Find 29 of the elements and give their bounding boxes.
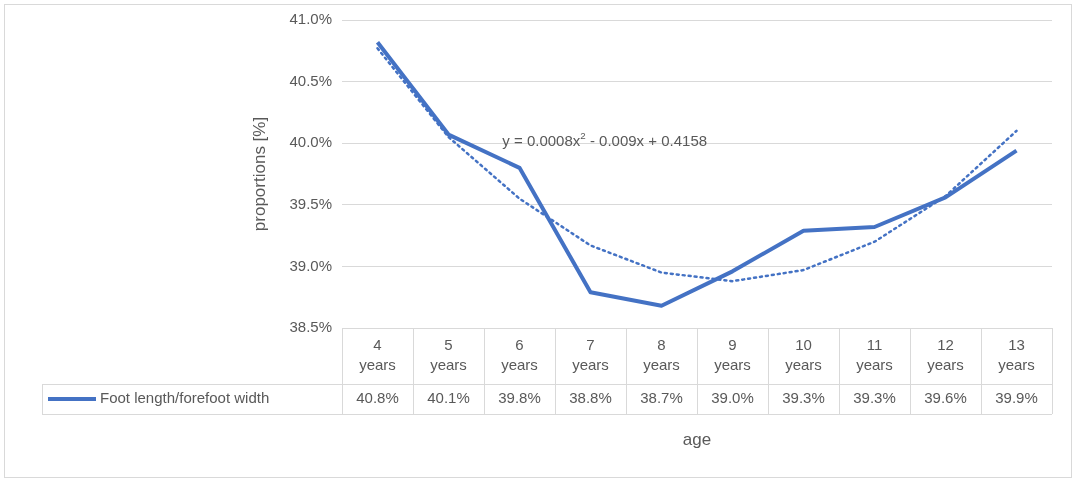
data-label: 38.7% bbox=[640, 389, 683, 407]
y-tick-label: 39.5% bbox=[289, 194, 332, 212]
data-label: 39.6% bbox=[924, 389, 967, 407]
x-tick-label: 11 years bbox=[856, 336, 893, 374]
x-tick-label: 4 years bbox=[359, 336, 396, 374]
data-label: 39.9% bbox=[995, 389, 1038, 407]
y-tick-label: 40.5% bbox=[289, 71, 332, 89]
x-tick-label: 7 years bbox=[572, 336, 609, 374]
y-tick-label: 38.5% bbox=[289, 318, 332, 336]
x-tick-label: 12 years bbox=[927, 336, 964, 374]
data-label: 40.8% bbox=[356, 389, 399, 407]
data-label: 39.8% bbox=[498, 389, 541, 407]
x-tick-label: 10 years bbox=[785, 336, 822, 374]
data-label: 39.3% bbox=[782, 389, 825, 407]
y-axis-title: proportions [%] bbox=[249, 116, 269, 232]
y-tick-label: 40.0% bbox=[289, 133, 332, 151]
x-tick-label: 5 years bbox=[430, 336, 467, 374]
data-label: 40.1% bbox=[427, 389, 470, 407]
data-label: 38.8% bbox=[569, 389, 612, 407]
x-axis-title: age bbox=[682, 429, 712, 449]
x-tick-label: 6 years bbox=[501, 336, 538, 374]
y-tick-label: 41.0% bbox=[289, 10, 332, 28]
y-tick-label: 39.0% bbox=[289, 256, 332, 274]
legend-label: Foot length/forefoot width bbox=[100, 389, 270, 407]
data-label: 39.3% bbox=[853, 389, 896, 407]
x-tick-label: 8 years bbox=[643, 336, 680, 374]
x-tick-label: 9 years bbox=[714, 336, 751, 374]
x-tick-label: 13 years bbox=[998, 336, 1035, 374]
data-label: 39.0% bbox=[711, 389, 754, 407]
